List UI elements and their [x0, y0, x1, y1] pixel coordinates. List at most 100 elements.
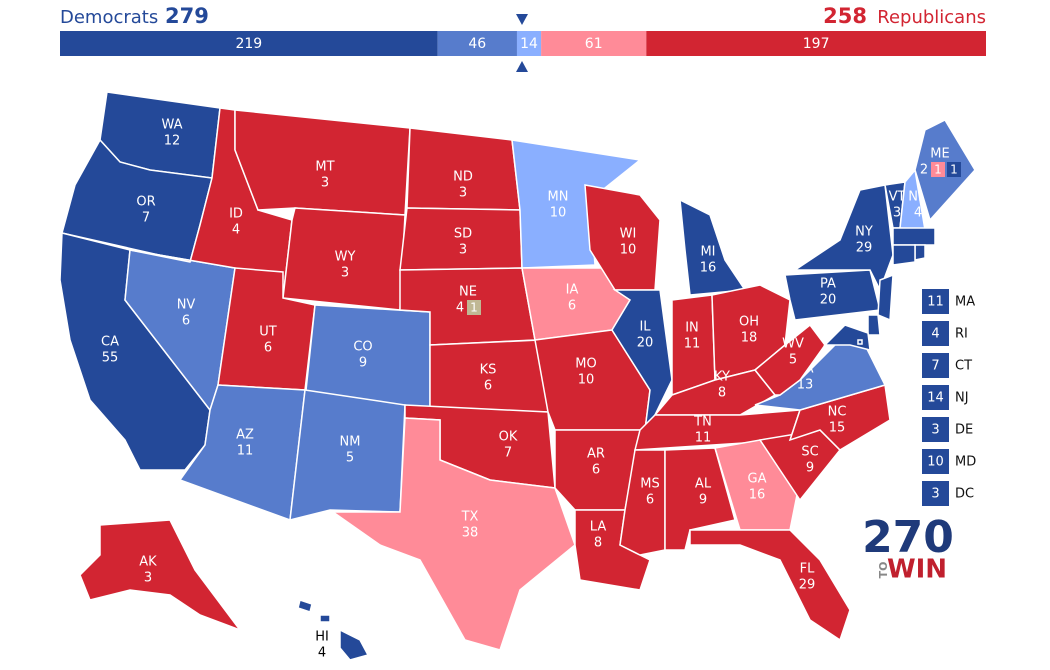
- state-votes: 10: [620, 243, 637, 258]
- district-box: [947, 162, 961, 177]
- small-state-votes: 4: [931, 327, 939, 342]
- state-votes: 6: [182, 314, 190, 329]
- state-abbr: MO: [575, 357, 596, 372]
- bar-segment: [541, 31, 647, 56]
- state-votes: 6: [484, 379, 492, 394]
- small-state-abbr: DC: [955, 487, 974, 502]
- state-votes: 7: [142, 211, 150, 226]
- state-abbr: LA: [590, 520, 607, 535]
- bar-label: 61: [585, 36, 603, 52]
- bar-segment: [516, 31, 542, 56]
- state-votes: 38: [462, 526, 479, 541]
- state-abbr: ME: [930, 147, 949, 162]
- small-state-votes: 7: [931, 359, 939, 374]
- small-state-abbr: MA: [955, 295, 975, 310]
- state-abbr: WA: [161, 118, 182, 133]
- state-shape: [330, 417, 576, 651]
- state-abbr: OR: [136, 195, 155, 210]
- state-abbr: UT: [259, 325, 277, 340]
- state-votes: 29: [799, 578, 816, 593]
- midline-arrow: [516, 14, 528, 25]
- state-votes: 29: [856, 241, 873, 256]
- state-abbr: AR: [587, 447, 605, 462]
- state-shape: [319, 614, 331, 623]
- district-box: [467, 300, 481, 315]
- state-votes: 6: [646, 493, 654, 508]
- small-state-box: [922, 481, 949, 506]
- bar-label: 219: [235, 36, 262, 52]
- state-abbr: ND: [453, 170, 473, 185]
- state-votes: 3: [893, 206, 901, 221]
- vote-bar: 219 46 14 61 197: [60, 31, 986, 56]
- bar-label: 14: [520, 36, 538, 52]
- small-state-box: [922, 321, 949, 346]
- small-state-abbr: RI: [955, 327, 968, 342]
- state-abbr: ID: [229, 207, 243, 222]
- state-votes: 6: [592, 463, 600, 478]
- state-votes: 3: [341, 266, 349, 281]
- small-state-list: 11 MA 4 RI 7 CT 14 NJ 3 DE 10 MD 3 DC: [922, 289, 976, 506]
- state-shape: [297, 599, 313, 613]
- state-abbr: OH: [739, 315, 759, 330]
- state-shape: [689, 529, 851, 642]
- state-abbr: NV: [177, 298, 196, 313]
- small-state-abbr: CT: [955, 359, 972, 374]
- state-votes: 8: [718, 386, 726, 401]
- bar-label: 46: [468, 36, 486, 52]
- rep-total: 258: [823, 4, 867, 28]
- small-state-votes: 3: [931, 423, 939, 438]
- state-votes: 9: [806, 461, 814, 476]
- state-votes: 3: [144, 571, 152, 586]
- state-votes: 55: [102, 351, 119, 366]
- state-votes: 9: [699, 493, 707, 508]
- state-votes: 5: [789, 353, 797, 368]
- state-votes: 11: [237, 444, 254, 459]
- small-state-abbr: DE: [955, 423, 973, 438]
- state-votes: 4: [232, 223, 240, 238]
- state-abbr: KS: [480, 363, 497, 378]
- state-abbr: TX: [461, 510, 479, 525]
- state-abbr: WY: [335, 250, 356, 265]
- state-shape: [867, 314, 881, 336]
- state-votes: 16: [700, 261, 717, 276]
- state-shape: [857, 339, 863, 345]
- state-abbr: IN: [685, 321, 699, 336]
- district-votes: 1: [470, 301, 478, 315]
- state-abbr: AK: [139, 555, 157, 570]
- small-state-votes: 10: [927, 455, 944, 470]
- logo: 270 TO WIN: [862, 512, 954, 585]
- state-abbr: SC: [801, 445, 818, 460]
- state-shape: [282, 207, 406, 311]
- bar-label: 197: [803, 36, 830, 52]
- logo-win: WIN: [887, 555, 947, 585]
- state-abbr: VT: [889, 190, 906, 205]
- state-abbr: WV: [782, 337, 804, 352]
- state-abbr: MS: [640, 477, 659, 492]
- state-votes: 4: [318, 646, 326, 661]
- state-votes: 7: [504, 446, 512, 461]
- small-state-box: [922, 289, 949, 314]
- state-abbr: NC: [828, 405, 847, 420]
- state-votes: 4: [456, 301, 464, 316]
- state-abbr: AZ: [236, 428, 254, 443]
- state-shape: [511, 139, 642, 269]
- state-shape: [339, 628, 370, 661]
- state-abbr: MT: [315, 160, 334, 175]
- state-shape: [753, 323, 826, 396]
- state-abbr: KY: [714, 370, 730, 385]
- small-state-abbr: MD: [955, 455, 976, 470]
- state-votes: 11: [684, 337, 701, 352]
- small-state-box: [922, 385, 949, 410]
- bar-segment: [437, 31, 517, 56]
- small-state-abbr: NJ: [955, 391, 969, 406]
- state-shape: [914, 244, 926, 261]
- district-box: [931, 162, 945, 177]
- state-votes: 10: [550, 206, 567, 221]
- state-votes: 16: [749, 488, 766, 503]
- state-votes: 6: [568, 299, 576, 314]
- bar-segment: [646, 31, 986, 56]
- state-votes: 3: [459, 186, 467, 201]
- state-abbr: GA: [748, 472, 767, 487]
